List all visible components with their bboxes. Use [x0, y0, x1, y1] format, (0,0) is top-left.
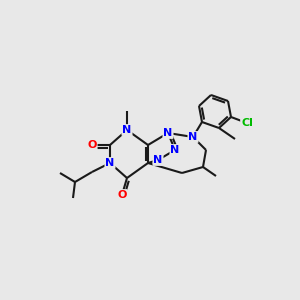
- Text: N: N: [164, 128, 172, 138]
- Text: Cl: Cl: [241, 118, 253, 128]
- Text: N: N: [122, 125, 132, 135]
- Text: N: N: [188, 132, 198, 142]
- Text: N: N: [170, 145, 180, 155]
- Text: N: N: [105, 158, 115, 168]
- Text: N: N: [153, 155, 163, 165]
- Text: O: O: [117, 190, 127, 200]
- Text: O: O: [87, 140, 97, 150]
